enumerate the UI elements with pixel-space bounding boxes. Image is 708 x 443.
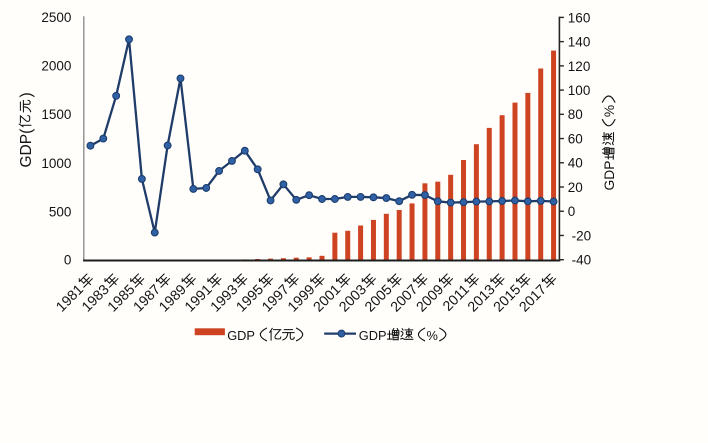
svg-text:%: % xyxy=(427,328,438,343)
svg-text:%: % xyxy=(602,105,617,117)
svg-text:0: 0 xyxy=(568,204,576,219)
svg-text:GDP(: GDP( xyxy=(18,128,35,168)
svg-text:140: 140 xyxy=(568,35,591,50)
svg-text:-40: -40 xyxy=(572,253,592,268)
svg-text:0: 0 xyxy=(64,253,72,268)
svg-text:GDP: GDP xyxy=(359,328,387,343)
svg-text:160: 160 xyxy=(568,10,591,25)
svg-text:100: 100 xyxy=(568,83,591,98)
svg-text:120: 120 xyxy=(568,59,591,74)
svg-text:-20: -20 xyxy=(572,228,592,243)
svg-text:1000: 1000 xyxy=(41,156,71,171)
svg-text:GDP: GDP xyxy=(602,161,617,191)
svg-text:80: 80 xyxy=(568,107,583,122)
svg-text:60: 60 xyxy=(568,132,583,147)
svg-text:GDP: GDP xyxy=(227,328,255,343)
svg-text:2000: 2000 xyxy=(41,59,71,74)
svg-text:): ) xyxy=(18,92,35,97)
svg-text:1500: 1500 xyxy=(41,107,71,122)
svg-text:20: 20 xyxy=(568,180,583,195)
svg-text:2500: 2500 xyxy=(41,10,71,25)
svg-text:500: 500 xyxy=(49,204,72,219)
svg-text:40: 40 xyxy=(568,156,583,171)
